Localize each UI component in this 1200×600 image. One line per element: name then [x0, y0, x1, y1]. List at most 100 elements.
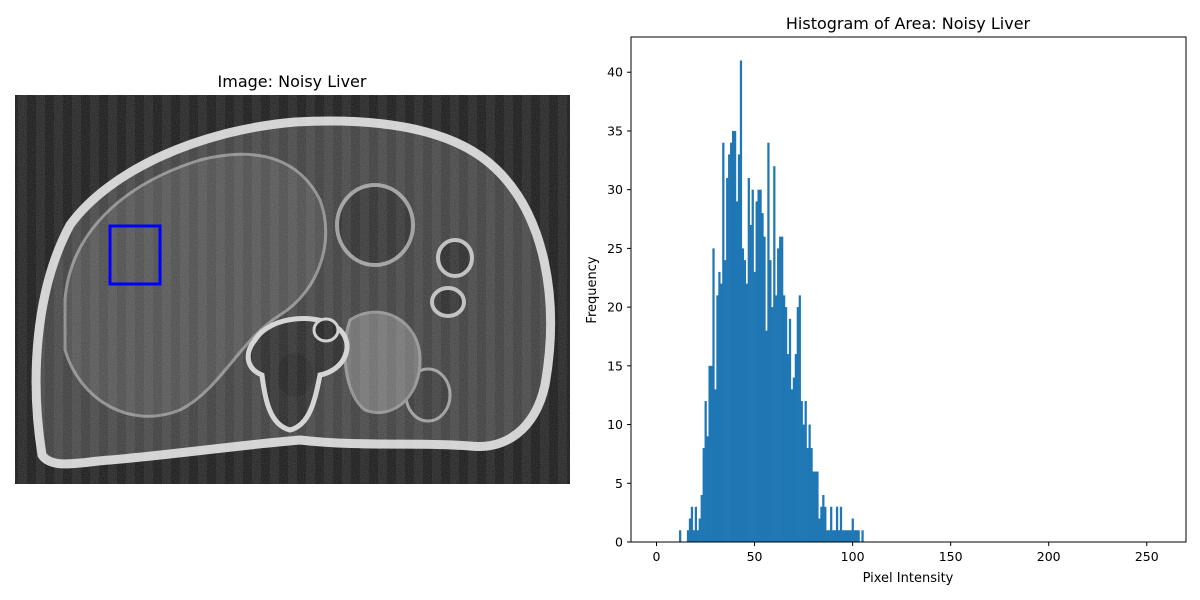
- histogram-bar: [786, 354, 790, 542]
- histogram-bar: [800, 401, 803, 542]
- histogram-bar: [767, 142, 770, 542]
- histogram-bar: [818, 518, 821, 542]
- histogram-bar: [798, 295, 801, 542]
- histogram-bar: [777, 248, 780, 542]
- histogram-bar: [757, 189, 760, 542]
- histogram-bar: [749, 224, 752, 542]
- histogram-bar: [835, 506, 839, 542]
- histogram-bar: [714, 389, 717, 542]
- histogram-bar: [804, 401, 807, 542]
- histogram-bar: [794, 354, 798, 542]
- histogram-bar: [771, 307, 774, 542]
- histogram-bar: [698, 518, 701, 542]
- roi-box: [108, 224, 162, 286]
- y-tick-label: 10: [607, 417, 623, 432]
- histogram-bar: [792, 377, 796, 542]
- histogram-bar: [826, 530, 829, 542]
- histogram-bar: [832, 530, 835, 542]
- histogram-bar: [704, 401, 707, 542]
- histogram-bar: [761, 213, 764, 543]
- histogram-bar: [857, 530, 860, 542]
- x-tick-label: 150: [939, 549, 963, 564]
- histogram-bar: [808, 424, 811, 542]
- histogram-bar: [743, 260, 747, 542]
- histogram-bar: [735, 201, 739, 542]
- histogram-bar: [763, 236, 766, 542]
- histogram-bar: [731, 130, 735, 542]
- histogram-bar: [710, 365, 713, 542]
- y-axis: 0 5 10 15 20 25 30 35 40: [607, 65, 631, 550]
- histogram-bar: [747, 177, 750, 542]
- histogram-bar: [814, 471, 817, 542]
- x-tick-label: 200: [1037, 549, 1061, 564]
- histogram-bar: [722, 142, 725, 542]
- image-title: Image: Noisy Liver: [218, 72, 367, 91]
- histogram-bar: [788, 318, 792, 542]
- histogram-bar: [855, 530, 858, 542]
- histogram-bar: [851, 518, 854, 542]
- histogram-bar: [833, 530, 837, 542]
- histogram-bar: [839, 506, 843, 542]
- histogram-bar: [755, 201, 758, 542]
- histogram-bar: [847, 530, 850, 542]
- histogram-bar: [692, 530, 696, 542]
- histogram-bar: [751, 189, 754, 542]
- histogram-bar: [696, 530, 699, 542]
- histogram-bar: [718, 271, 721, 542]
- histogram-bar: [769, 260, 772, 542]
- histogram-bar: [730, 142, 733, 542]
- histogram-bar: [706, 436, 709, 542]
- histogram-bar: [759, 189, 762, 542]
- histogram-bar: [781, 236, 784, 542]
- histogram-bar: [822, 495, 825, 542]
- histogram-bar: [726, 177, 729, 542]
- histogram-bar: [830, 506, 833, 542]
- histogram-bar: [790, 389, 794, 542]
- y-tick-label: 25: [607, 241, 623, 256]
- histogram-bar: [690, 506, 694, 542]
- y-tick-label: 15: [607, 358, 623, 373]
- histogram-bar: [733, 130, 737, 542]
- histogram-bars: [679, 60, 864, 543]
- x-axis-label: Pixel Intensity: [863, 571, 954, 586]
- histogram-bar: [686, 530, 690, 542]
- y-tick-label: 40: [607, 65, 623, 80]
- histogram-bar: [737, 154, 741, 542]
- x-tick-label: 0: [653, 549, 661, 564]
- histogram-bar: [716, 295, 719, 542]
- histogram-bar: [796, 307, 799, 542]
- mri-noise-overlay: [15, 95, 570, 484]
- x-tick-label: 100: [841, 549, 865, 564]
- histogram-bar: [816, 471, 819, 542]
- image-panel: Image: Noisy Liver: [15, 72, 570, 484]
- histogram-bar: [700, 495, 703, 542]
- histogram-bar: [720, 283, 723, 542]
- y-tick-label: 35: [607, 123, 623, 138]
- histogram-bar: [739, 60, 743, 542]
- histogram-bar: [845, 530, 849, 542]
- histogram-bar: [724, 260, 727, 542]
- histogram-bar: [708, 365, 711, 542]
- histogram-bar: [837, 530, 841, 542]
- y-tick-label: 30: [607, 182, 623, 197]
- mri-image: [15, 95, 570, 484]
- histogram-bar: [841, 530, 845, 542]
- histogram-bar: [849, 530, 852, 542]
- histogram-bar: [745, 283, 748, 542]
- x-tick-label: 250: [1135, 549, 1159, 564]
- y-axis-label: Frequency: [585, 256, 600, 323]
- histogram-bar: [806, 448, 809, 542]
- y-tick-label: 5: [615, 476, 623, 491]
- chart-title: Histogram of Area: Noisy Liver: [786, 14, 1031, 33]
- histogram-bar: [753, 271, 756, 542]
- histogram-bar: [779, 236, 782, 542]
- histogram-bar: [820, 506, 823, 542]
- histogram-bar: [765, 330, 768, 542]
- histogram-bar: [694, 506, 697, 542]
- y-tick-label: 20: [607, 300, 623, 315]
- histogram-bar: [784, 307, 788, 542]
- histogram-bar: [843, 530, 847, 542]
- histogram-panel: Histogram of Area: Noisy Liver 0 50 100 150…: [585, 14, 1187, 586]
- histogram-bar: [688, 518, 692, 542]
